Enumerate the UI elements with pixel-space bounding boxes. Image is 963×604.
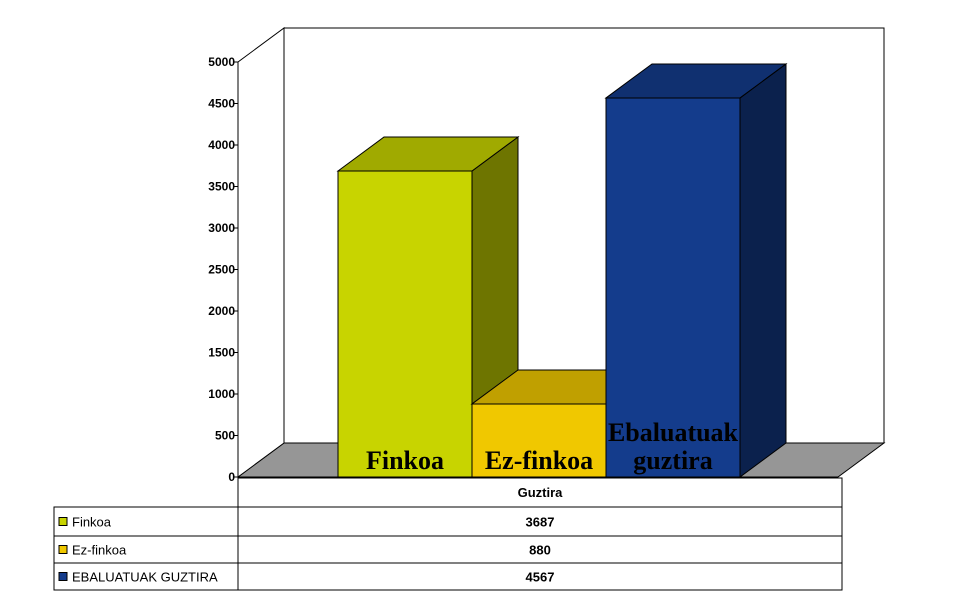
bar-data-label-line: Ebaluatuak: [608, 418, 739, 447]
bar-side: [739, 62, 787, 478]
table-row-value-cell: [237, 562, 843, 591]
bar-data-label-line: guztira: [633, 446, 712, 475]
legend-label: Ez-finkoa: [72, 543, 127, 558]
table-row-label-cell: [53, 535, 239, 564]
table-header-cell: [237, 477, 843, 508]
y-tick-label: 1000: [208, 387, 235, 401]
table-row-value-cell: [237, 506, 843, 537]
table-row-label-cell: [53, 562, 239, 591]
legend-swatch: [58, 572, 68, 581]
legend-label: Finkoa: [72, 515, 112, 530]
bar-data-label-line: Ez-finkoa: [485, 446, 593, 475]
bar-front: [337, 170, 473, 478]
table-header-label: Guztira: [518, 485, 564, 500]
y-tick-label: 5000: [208, 55, 235, 69]
bar-data-label-line: Finkoa: [366, 446, 444, 475]
y-tick-label: 1500: [208, 346, 235, 360]
table-value: 880: [529, 543, 551, 558]
y-axis: 0 500 1000 1500 2000 2500 3000 3500 4000 4500 5000: [208, 55, 239, 484]
bars: Finkoa Ez-finkoa Ebaluatuak guztira: [336, 62, 788, 478]
table-value: 4567: [526, 570, 555, 585]
y-tick-label: 3500: [208, 180, 235, 194]
table-value: 3687: [526, 515, 555, 530]
bar-data-label: Ez-finkoa: [485, 446, 593, 475]
y-tick-label: 3000: [208, 221, 235, 235]
y-tick-label: 500: [215, 429, 235, 443]
legend-swatch: [58, 545, 68, 554]
bar-top: [336, 136, 520, 172]
legend-label: EBALUATUAK GUZTIRA: [72, 570, 218, 585]
chart-left-wall: [237, 27, 285, 478]
y-tick-label: 0: [228, 470, 235, 484]
bar-data-label: Finkoa: [366, 446, 444, 475]
data-table: Guztira Finkoa 3687 Ez-finkoa 880 EBALUATUAK …: [53, 477, 843, 591]
bar-data-label: Ebaluatuak guztira: [608, 418, 739, 475]
y-tick-label: 2000: [208, 304, 235, 318]
bar-top: [604, 63, 788, 99]
y-tick-label: 2500: [208, 263, 235, 277]
y-tick-label: 4500: [208, 97, 235, 111]
y-tick-label: 4000: [208, 138, 235, 152]
table-row-label-cell: [53, 506, 239, 537]
legend-swatch: [58, 517, 68, 526]
